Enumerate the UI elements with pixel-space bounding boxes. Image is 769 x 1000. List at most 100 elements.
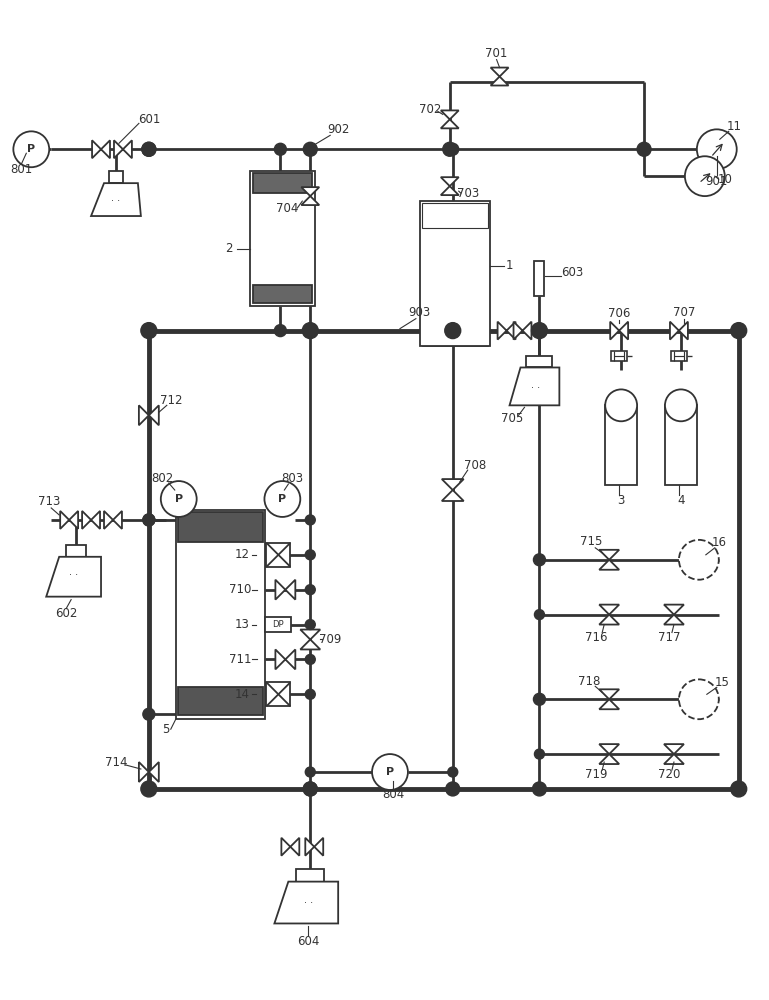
Text: 702: 702	[418, 103, 441, 116]
Text: 803: 803	[281, 472, 304, 485]
Polygon shape	[315, 838, 323, 856]
Polygon shape	[285, 649, 295, 669]
Circle shape	[697, 129, 737, 169]
Polygon shape	[113, 511, 122, 529]
Text: 707: 707	[673, 306, 695, 319]
Circle shape	[13, 131, 49, 167]
Polygon shape	[92, 140, 101, 158]
Text: 710: 710	[229, 583, 251, 596]
Text: 2: 2	[225, 242, 232, 255]
Polygon shape	[510, 367, 559, 405]
Text: 12: 12	[235, 548, 250, 561]
Polygon shape	[281, 838, 291, 856]
Text: 5: 5	[162, 723, 169, 736]
Polygon shape	[664, 754, 684, 764]
Text: 704: 704	[276, 202, 298, 215]
Text: 706: 706	[608, 307, 631, 320]
Circle shape	[305, 783, 316, 795]
Circle shape	[532, 782, 547, 796]
Polygon shape	[149, 405, 159, 425]
Polygon shape	[301, 187, 319, 196]
Polygon shape	[275, 882, 338, 923]
Text: 601: 601	[138, 113, 160, 126]
Bar	[422, 203, 488, 228]
Bar	[266, 682, 291, 706]
Circle shape	[305, 689, 315, 699]
Circle shape	[637, 142, 651, 156]
Circle shape	[534, 554, 545, 566]
Circle shape	[534, 610, 544, 620]
Circle shape	[665, 389, 697, 421]
Text: 715: 715	[580, 535, 602, 548]
Circle shape	[534, 749, 544, 759]
Polygon shape	[514, 322, 522, 340]
Circle shape	[303, 782, 318, 796]
Bar	[254, 285, 312, 303]
Text: 602: 602	[55, 607, 78, 620]
Circle shape	[303, 142, 318, 156]
Text: 708: 708	[464, 459, 486, 472]
Text: 14: 14	[235, 688, 250, 701]
Circle shape	[141, 781, 157, 797]
Polygon shape	[610, 322, 619, 340]
Polygon shape	[599, 605, 619, 615]
Text: 714: 714	[105, 756, 127, 769]
Bar	[296, 869, 325, 882]
Circle shape	[305, 515, 315, 525]
Text: 712: 712	[159, 394, 182, 407]
Text: 11: 11	[726, 120, 741, 133]
Circle shape	[303, 324, 318, 338]
Text: P: P	[175, 494, 183, 504]
Polygon shape	[60, 511, 69, 529]
Polygon shape	[442, 479, 464, 490]
Polygon shape	[442, 490, 464, 501]
Bar	[665, 405, 697, 485]
Circle shape	[265, 481, 301, 517]
Circle shape	[444, 323, 461, 339]
Text: 801: 801	[10, 163, 32, 176]
Bar	[178, 687, 264, 715]
Bar	[265, 617, 291, 632]
Bar	[178, 542, 264, 687]
Bar	[251, 171, 315, 306]
Polygon shape	[599, 744, 619, 754]
Circle shape	[143, 708, 155, 720]
Circle shape	[275, 325, 286, 337]
Circle shape	[305, 654, 315, 664]
Text: 901: 901	[706, 175, 728, 188]
Text: 3: 3	[618, 493, 625, 506]
Circle shape	[534, 693, 545, 705]
Bar	[254, 194, 312, 284]
Text: 10: 10	[717, 173, 732, 186]
Text: 4: 4	[677, 493, 684, 506]
Polygon shape	[498, 322, 507, 340]
Bar	[266, 543, 291, 567]
Circle shape	[448, 767, 458, 777]
Polygon shape	[491, 68, 508, 77]
Text: 719: 719	[585, 768, 608, 781]
Polygon shape	[139, 762, 149, 782]
Text: · ·: · ·	[68, 570, 78, 580]
Bar	[671, 351, 687, 361]
Circle shape	[303, 782, 318, 796]
Bar	[176, 510, 265, 719]
Text: 902: 902	[327, 123, 349, 136]
Circle shape	[447, 783, 459, 795]
Text: 703: 703	[457, 187, 479, 200]
Polygon shape	[291, 838, 299, 856]
Text: 720: 720	[657, 768, 680, 781]
Text: 716: 716	[585, 631, 608, 644]
Polygon shape	[305, 838, 315, 856]
Bar	[420, 201, 490, 346]
Text: 604: 604	[297, 935, 319, 948]
Polygon shape	[664, 605, 684, 615]
Circle shape	[447, 143, 459, 155]
Bar	[66, 545, 86, 557]
Text: 16: 16	[711, 536, 726, 549]
Polygon shape	[507, 322, 515, 340]
Bar	[422, 228, 488, 333]
Circle shape	[446, 782, 460, 796]
Polygon shape	[91, 183, 141, 216]
Circle shape	[605, 389, 637, 421]
Polygon shape	[69, 511, 78, 529]
